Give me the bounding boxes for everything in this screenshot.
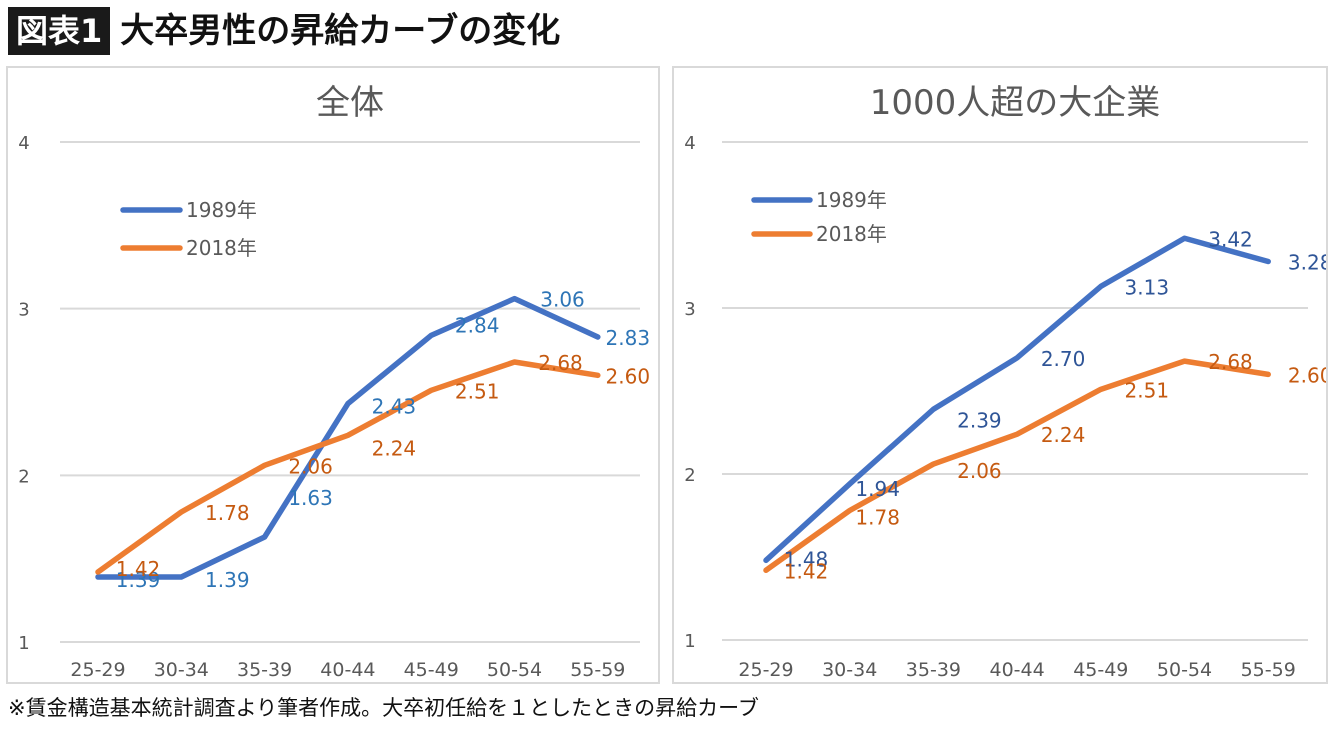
data-label-1989: 1.39	[116, 568, 161, 592]
data-label-2018: 2.68	[538, 351, 583, 375]
x-tick-label: 50-54	[1157, 659, 1212, 681]
series-line-2018	[763, 358, 1271, 574]
data-label-2018: 2.60	[606, 364, 651, 388]
figure-header: 図表1 大卒男性の昇給カーブの変化	[8, 6, 560, 56]
figure-number-badge: 図表1	[8, 7, 111, 55]
data-label-2018: 1.78	[855, 506, 900, 530]
y-tick-label: 1	[18, 633, 29, 654]
series-line-1989	[763, 235, 1271, 564]
x-tick-label: 55-59	[1241, 659, 1296, 681]
x-tick-label: 40-44	[320, 659, 375, 681]
data-label-2018: 2.24	[372, 436, 417, 460]
chart-overall: 全体 1 2 3 4 25-29 30-34 35-39 40-44 45-49 50-54 55-5…	[18, 83, 651, 681]
legend-label: 1989年	[816, 188, 887, 212]
data-label-1989: 3.42	[1208, 227, 1253, 251]
data-label-1989: 3.06	[540, 288, 585, 312]
x-tick-label: 25-29	[738, 659, 793, 681]
series-line-2018	[95, 359, 601, 575]
legend-label: 1989年	[186, 198, 257, 222]
x-tick-label: 45-49	[1073, 659, 1128, 681]
data-label-2018: 2.60	[1288, 363, 1326, 387]
y-tick-label: 3	[684, 299, 695, 320]
y-tick-label: 2	[18, 466, 29, 487]
data-label-1989: 1.39	[205, 568, 250, 592]
data-label-2018: 2.24	[1041, 423, 1086, 447]
data-label-1989: 3.13	[1125, 275, 1170, 299]
x-tick-label: 35-39	[237, 659, 292, 681]
legend-label: 2018年	[186, 236, 257, 260]
data-label-1989: 3.28	[1288, 251, 1326, 275]
chart-panel-large-companies: 1000人超の大企業 1 2 3 4 25-29 30-34 35-39 40-44 45-49 5…	[672, 66, 1328, 684]
data-label-1989: 1.48	[784, 547, 829, 571]
y-tick-label: 3	[18, 300, 29, 321]
data-label-1989: 2.70	[1041, 347, 1086, 371]
x-tick-label: 45-49	[404, 659, 459, 681]
data-label-1989: 1.63	[288, 486, 333, 510]
x-tick-label: 30-34	[154, 659, 209, 681]
x-tick-label: 30-34	[822, 659, 877, 681]
y-tick-label: 4	[18, 133, 29, 154]
data-label-2018: 2.51	[1125, 378, 1170, 402]
data-label-1989: 2.39	[957, 408, 1002, 432]
data-label-1989: 1.94	[855, 477, 900, 501]
series-line-1989	[95, 295, 601, 580]
data-label-1989: 2.83	[606, 326, 651, 350]
data-label-2018: 1.78	[205, 501, 250, 525]
data-label-2018: 2.51	[455, 379, 500, 403]
x-tick-label: 25-29	[70, 659, 125, 681]
data-label-2018: 2.68	[1208, 350, 1253, 374]
data-label-2018: 1.42	[116, 557, 161, 581]
x-tick-label: 55-59	[570, 659, 625, 681]
y-tick-label: 4	[684, 133, 695, 154]
data-label-2018: 1.42	[784, 559, 829, 583]
chart-panel-overall: 全体 1 2 3 4 25-29 30-34 35-39 40-44 45-49 50-54 55-5…	[6, 66, 660, 684]
data-label-1989: 2.43	[372, 395, 417, 419]
x-tick-label: 35-39	[906, 659, 961, 681]
y-tick-label: 2	[684, 465, 695, 486]
legend-label: 2018年	[816, 222, 887, 246]
x-tick-label: 40-44	[989, 659, 1044, 681]
data-label-1989: 2.84	[455, 313, 500, 337]
data-label-2018: 2.06	[957, 459, 1002, 483]
chart-title: 1000人超の大企業	[870, 83, 1161, 123]
y-tick-label: 1	[684, 631, 695, 652]
figure-title: 大卒男性の昇給カーブの変化	[120, 11, 561, 51]
x-tick-label: 50-54	[487, 659, 542, 681]
data-label-2018: 2.06	[288, 454, 333, 478]
source-footnote: ※賃金構造基本統計調査より筆者作成。大卒初任給を１としたときの昇給カーブ	[8, 696, 759, 720]
chart-title: 全体	[316, 83, 384, 123]
chart-large-companies: 1000人超の大企業 1 2 3 4 25-29 30-34 35-39 40-44 45-49 5…	[684, 83, 1326, 681]
